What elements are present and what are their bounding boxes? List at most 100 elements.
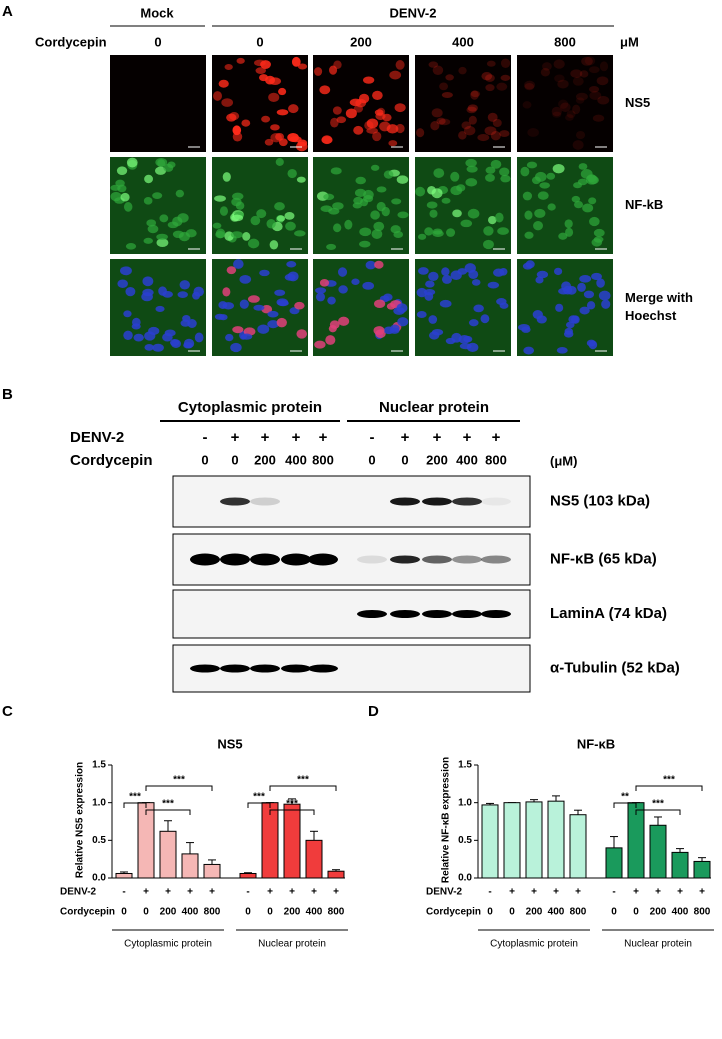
cell (572, 76, 584, 86)
cell (589, 216, 600, 227)
cell (287, 168, 297, 179)
dose-label: 0 (154, 34, 161, 49)
cell (461, 121, 472, 130)
cell (226, 266, 237, 275)
infection-sign: + (463, 429, 472, 446)
row-label: NS5 (625, 95, 650, 110)
band (422, 497, 452, 506)
dose-label: 800 (570, 907, 587, 918)
cell (285, 221, 296, 231)
cell (259, 269, 270, 277)
cell (558, 99, 569, 109)
micrograph (110, 55, 206, 152)
cell (586, 339, 596, 347)
cell (470, 90, 481, 98)
cell (353, 125, 364, 135)
cell (325, 335, 336, 345)
cell (338, 285, 348, 294)
cell (396, 303, 408, 313)
cell (232, 125, 242, 136)
cell (495, 212, 504, 223)
treatment-label: Cordycepin (426, 907, 481, 918)
cell (177, 213, 189, 223)
infection-sign: - (612, 887, 615, 898)
cell (591, 238, 603, 247)
panel-letter: B (2, 386, 13, 403)
cell (212, 222, 222, 229)
micrograph (415, 55, 511, 152)
bar (159, 830, 177, 879)
cell (395, 60, 405, 70)
band (250, 497, 280, 506)
cell (490, 159, 502, 169)
cell (213, 91, 222, 101)
cell (233, 259, 244, 269)
cell (552, 111, 562, 118)
bar (605, 847, 623, 879)
cell (499, 267, 508, 276)
y-tick-label: 1.0 (92, 797, 106, 808)
band (390, 497, 420, 506)
band (308, 553, 338, 566)
cell (582, 203, 594, 213)
cell (333, 60, 342, 70)
cell (459, 343, 472, 350)
dose-label: 0 (231, 452, 238, 467)
cell (152, 192, 163, 200)
cell (255, 67, 266, 74)
cell (194, 332, 204, 343)
infection-label: DENV-2 (426, 887, 463, 898)
row-label: Merge with (625, 290, 693, 305)
cell (500, 58, 511, 68)
cell (375, 112, 386, 121)
cell (231, 214, 244, 222)
group-label: Cytoplasmic protein (124, 939, 212, 950)
dose-label: 0 (633, 907, 639, 918)
blot (172, 589, 531, 639)
cell (439, 82, 448, 91)
cell (247, 295, 260, 303)
bar (283, 803, 301, 879)
cell (573, 200, 584, 209)
cell (580, 169, 593, 179)
dose-label: 800 (694, 907, 711, 918)
cell (314, 340, 326, 349)
cell (336, 116, 347, 124)
cell (236, 57, 245, 64)
blot-label: α-Tubulin (52 kDa) (550, 659, 680, 676)
chart-title: NF-κB (577, 736, 615, 751)
cell (522, 191, 533, 201)
dose-label: 0 (201, 452, 208, 467)
cell (276, 109, 289, 116)
cell (554, 267, 563, 276)
cell (297, 63, 308, 70)
cell (319, 85, 331, 95)
y-tick-label: 0.5 (92, 835, 106, 846)
infection-sign: + (289, 887, 295, 898)
cell (481, 71, 493, 81)
cell (445, 74, 454, 81)
cell (564, 219, 573, 229)
cell (534, 171, 547, 182)
significance-label: *** (652, 799, 664, 810)
band (250, 553, 280, 566)
cell (417, 233, 427, 240)
group-label: DENV-2 (390, 5, 437, 20)
cell (155, 305, 165, 313)
bar (547, 800, 565, 879)
cell (358, 93, 370, 104)
cell (484, 126, 497, 136)
cell (450, 171, 460, 182)
dose-label: 200 (350, 34, 372, 49)
cell (388, 140, 398, 147)
cell (274, 202, 285, 211)
y-tick-label: 1.0 (458, 797, 472, 808)
group-label: Nuclear protein (624, 939, 692, 950)
cell (366, 118, 379, 129)
cell (319, 279, 330, 287)
dose-label: 0 (509, 907, 515, 918)
cell (133, 333, 144, 342)
cell (364, 120, 374, 130)
significance-bracket (145, 809, 191, 815)
